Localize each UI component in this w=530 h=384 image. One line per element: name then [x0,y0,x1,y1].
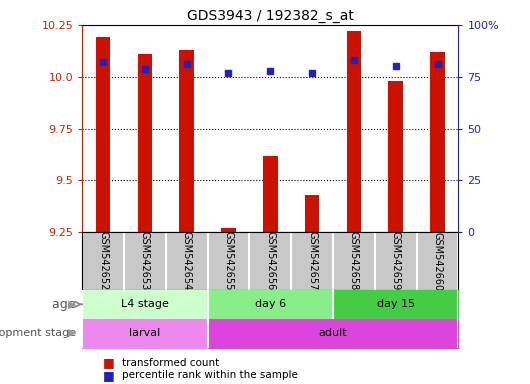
Bar [138,54,152,232]
Bar [179,50,194,232]
Text: GSM542658: GSM542658 [349,232,359,291]
Text: ▶: ▶ [68,328,77,338]
Text: GSM542653: GSM542653 [140,232,150,291]
Text: day 15: day 15 [377,299,415,310]
Text: GSM542656: GSM542656 [266,232,275,291]
Text: adult: adult [319,328,347,338]
Text: GSM542655: GSM542655 [224,232,234,291]
Text: ▶: ▶ [68,299,77,310]
Text: GSM542660: GSM542660 [432,232,443,291]
Text: percentile rank within the sample: percentile rank within the sample [122,370,298,380]
Bar [347,31,361,232]
Bar [263,156,278,232]
Bar [221,228,236,232]
Text: development stage: development stage [0,328,80,338]
Title: GDS3943 / 192382_s_at: GDS3943 / 192382_s_at [187,8,354,23]
Bar [96,37,110,232]
Bar [388,81,403,232]
Bar [305,195,320,232]
Text: L4 stage: L4 stage [121,299,169,310]
Text: GSM542652: GSM542652 [98,232,108,291]
Text: larval: larval [129,328,161,338]
Bar [430,52,445,232]
Text: day 6: day 6 [255,299,286,310]
Text: ■: ■ [103,356,115,369]
Text: ■: ■ [103,369,115,382]
Text: GSM542659: GSM542659 [391,232,401,291]
Text: transformed count: transformed count [122,358,219,368]
Text: GSM542654: GSM542654 [182,232,192,291]
Text: GSM542657: GSM542657 [307,232,317,291]
Text: age: age [52,298,80,311]
